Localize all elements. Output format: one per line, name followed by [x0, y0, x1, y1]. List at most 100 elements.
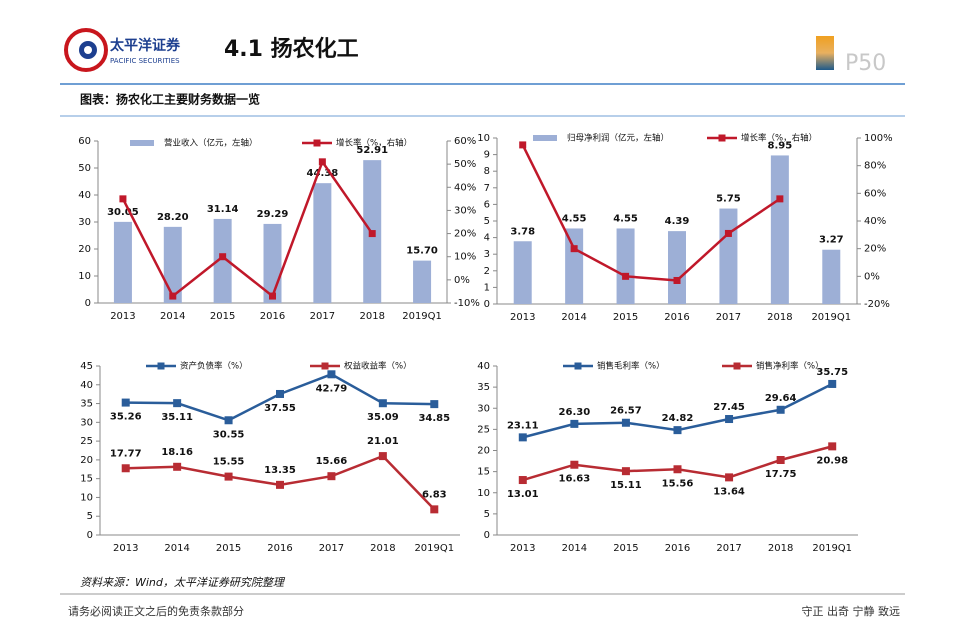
bar: [719, 208, 738, 304]
y-tick-label: 30: [78, 217, 91, 228]
data-label: 8.95: [768, 140, 793, 151]
y-tick-label: 40: [477, 361, 490, 372]
point-marker: [121, 398, 130, 407]
data-label: 35.09: [367, 412, 399, 423]
y-tick-label: 3: [484, 249, 490, 260]
data-label: 31.14: [207, 204, 239, 215]
point-marker: [430, 505, 439, 514]
x-tick-label: 2013: [113, 543, 138, 554]
y2-tick-label: 0%: [864, 271, 880, 282]
legend-label: 权益收益率（%）: [344, 361, 412, 372]
x-tick-label: 2017: [319, 543, 344, 554]
x-tick-label: 2018: [768, 543, 793, 554]
y2-tick-label: 40%: [864, 216, 886, 227]
point-marker: [622, 272, 630, 280]
x-tick-label: 2016: [665, 543, 690, 554]
data-label: 17.75: [765, 469, 797, 480]
y-tick-label: 35: [477, 382, 490, 393]
point-marker: [173, 462, 182, 471]
x-tick-label: 2017: [310, 311, 335, 322]
point-marker: [518, 433, 527, 442]
x-tick-label: 2016: [260, 311, 285, 322]
data-label: 24.82: [662, 413, 694, 424]
bar: [213, 218, 232, 303]
legend-swatch: [313, 139, 321, 147]
bar: [313, 183, 332, 303]
data-label: 29.29: [257, 209, 289, 220]
y-tick-label: 5: [87, 511, 93, 522]
x-tick-label: 2013: [510, 543, 535, 554]
data-label: 35.11: [161, 412, 193, 423]
source-note: 资料来源：Wind，太平洋证券研究院整理: [80, 576, 286, 589]
data-label: 34.85: [418, 413, 450, 424]
point-marker: [169, 292, 177, 300]
point-marker: [570, 245, 578, 253]
point-marker: [724, 229, 732, 237]
y-tick-label: 15: [80, 474, 93, 485]
point-marker: [570, 460, 579, 469]
data-label: 42.79: [316, 383, 348, 394]
legend-swatch: [733, 362, 741, 370]
bar: [413, 260, 432, 303]
y2-tick-label: -20%: [864, 299, 890, 310]
y-tick-label: 25: [80, 436, 93, 447]
bar: [822, 249, 841, 304]
y-tick-label: 50: [78, 163, 91, 174]
y-tick-label: 5: [484, 509, 490, 520]
bar: [770, 155, 789, 304]
legend-swatch: [321, 362, 329, 370]
y-tick-label: 9: [484, 150, 490, 161]
y-tick-label: 10: [78, 271, 91, 282]
data-label: 28.20: [157, 212, 189, 223]
y-tick-label: 10: [477, 488, 490, 499]
legend-swatch: [157, 362, 165, 370]
data-label: 44.38: [307, 168, 339, 179]
y-tick-label: 20: [80, 455, 93, 466]
point-marker: [119, 195, 127, 203]
point-marker: [570, 419, 579, 428]
data-label: 30.05: [107, 207, 139, 218]
point-marker: [776, 405, 785, 414]
bar: [565, 228, 584, 304]
x-tick-label: 2013: [510, 312, 535, 323]
bar: [668, 231, 686, 304]
data-label: 35.26: [110, 412, 142, 423]
y-tick-label: 2: [484, 266, 490, 277]
legend-swatch: [718, 134, 726, 142]
point-marker: [276, 389, 284, 398]
data-label: 16.63: [559, 474, 591, 485]
point-marker: [224, 472, 233, 481]
bar: [616, 228, 635, 304]
y2-tick-label: 60%: [864, 188, 886, 199]
data-label: 26.57: [610, 406, 642, 417]
series-line: [121, 159, 374, 299]
point-marker: [828, 379, 837, 388]
point-marker: [518, 476, 527, 485]
point-marker: [673, 426, 682, 435]
x-tick-label: 2018: [370, 543, 395, 554]
legend-swatch: [574, 362, 582, 370]
legend-swatch: [533, 135, 557, 141]
y2-tick-label: 30%: [454, 205, 476, 216]
y-tick-label: 20: [477, 446, 490, 457]
data-label: 35.75: [816, 367, 848, 378]
x-tick-label: 2015: [216, 543, 241, 554]
point-marker: [378, 452, 387, 461]
point-marker: [430, 400, 439, 409]
x-tick-label: 2014: [164, 543, 189, 554]
point-marker: [318, 158, 326, 166]
x-tick-label: 2014: [160, 311, 185, 322]
y2-tick-label: 20%: [864, 244, 886, 255]
bar: [113, 221, 132, 303]
data-label: 27.45: [713, 402, 745, 413]
point-marker: [121, 464, 130, 473]
y-tick-label: 6: [484, 199, 490, 210]
x-tick-label: 2017: [716, 312, 741, 323]
data-label: 15.55: [213, 457, 245, 468]
legend-label: 营业收入（亿元，左轴）: [164, 138, 258, 149]
data-label: 30.55: [213, 429, 245, 440]
y-tick-label: 10: [477, 133, 490, 144]
x-tick-label: 2015: [613, 543, 638, 554]
y-tick-label: 7: [484, 183, 490, 194]
